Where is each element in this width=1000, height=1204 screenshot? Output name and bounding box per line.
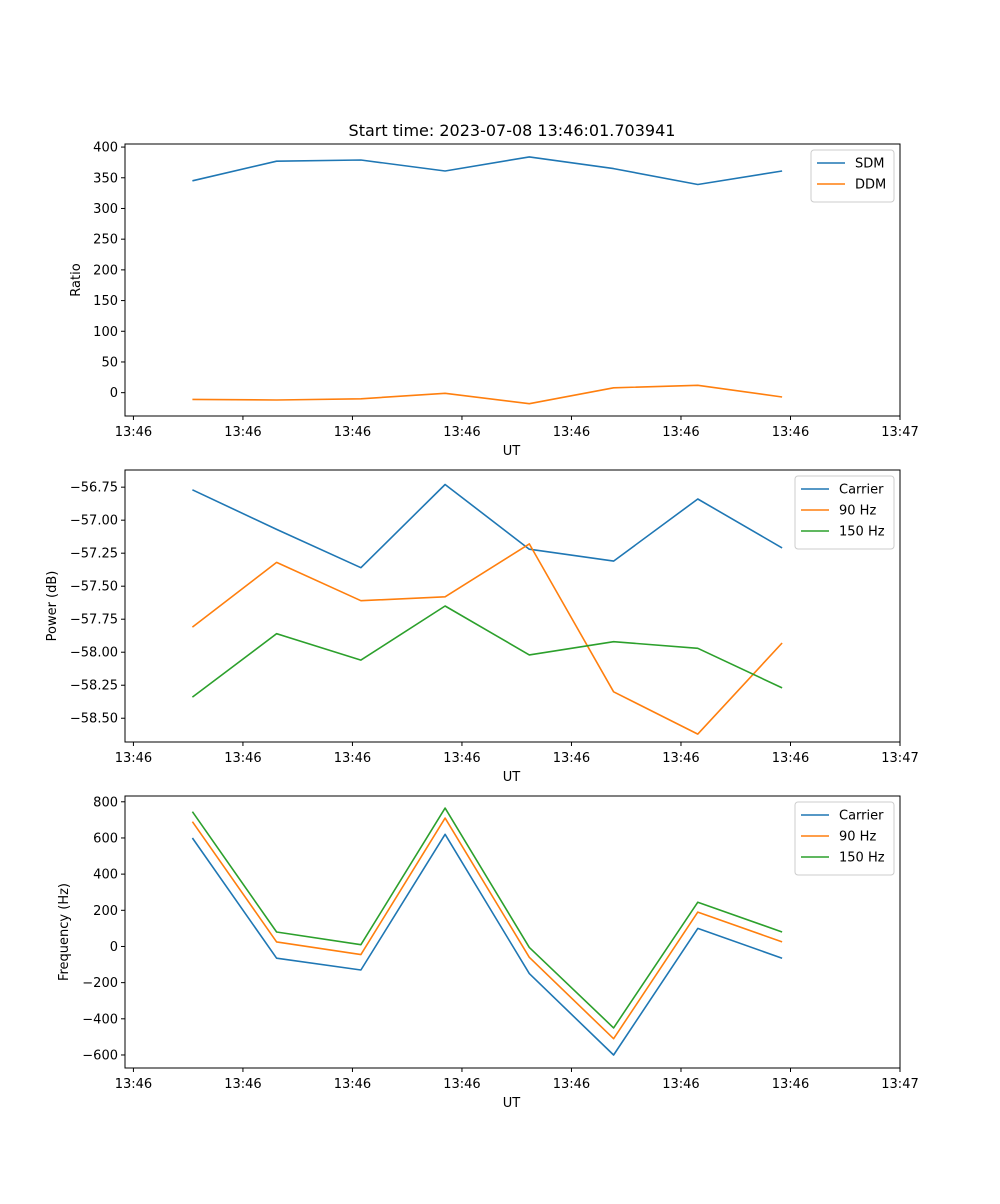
y-tick-label: −200: [82, 976, 118, 991]
y-tick-label: 350: [93, 171, 118, 186]
x-tick-label: 13:46: [662, 425, 699, 440]
x-tick-label: 13:46: [443, 751, 480, 766]
y-tick-label: 400: [93, 868, 118, 883]
series-line-carrier: [192, 483, 783, 569]
x-tick-label: 13:46: [553, 425, 590, 440]
x-axis-label: UT: [503, 1096, 521, 1111]
legend-label: 90 Hz: [839, 504, 876, 519]
x-tick-label: 13:46: [334, 751, 371, 766]
y-tick-label: −58.00: [70, 646, 118, 661]
x-tick-label: 13:46: [443, 1077, 480, 1092]
x-tick-label: 13:46: [115, 751, 152, 766]
series-line-sdm: [192, 156, 783, 186]
y-tick-label: 200: [93, 904, 118, 919]
plot-frame: [124, 469, 901, 743]
y-tick-label: −57.50: [70, 580, 118, 595]
y-tick-label: −58.50: [70, 712, 118, 727]
y-tick-label: 400: [93, 141, 118, 156]
x-tick-label: 13:46: [772, 751, 809, 766]
plot-frame: [124, 795, 901, 1069]
y-tick-label: 250: [93, 233, 118, 248]
legend-label: 150 Hz: [839, 525, 885, 540]
y-axis-label: Frequency (Hz): [57, 883, 72, 981]
x-axis-label: UT: [503, 444, 521, 459]
series-line-90-hz: [191, 817, 783, 1040]
x-tick-label: 13:46: [662, 1077, 699, 1092]
x-tick-label: 13:46: [772, 1077, 809, 1092]
legend-label: SDM: [855, 157, 884, 172]
y-tick-label: 800: [93, 795, 118, 810]
x-tick-label: 13:46: [224, 1077, 261, 1092]
x-tick-label: 13:47: [881, 1077, 918, 1092]
legend-label: 150 Hz: [839, 851, 885, 866]
x-tick-label: 13:47: [881, 425, 918, 440]
series-line-90-hz: [191, 543, 783, 735]
x-tick-label: 13:46: [662, 751, 699, 766]
x-tick-label: 13:46: [224, 751, 261, 766]
y-tick-label: −58.25: [70, 679, 118, 694]
y-tick-label: 0: [110, 386, 118, 401]
chart-panel-3: −600 −400 −200 0 200 400 600 800 13:46 13:46 13:46…: [57, 795, 919, 1111]
y-axis-label: Ratio: [69, 263, 84, 296]
y-tick-label: −400: [82, 1012, 118, 1027]
panels: 0 50 100 150 200 250 300 350 400 13:46 13:46 13:46 1…: [45, 141, 919, 1111]
x-tick-label: 13:47: [881, 751, 918, 766]
legend: Carrier 90 Hz 150 Hz: [794, 475, 895, 550]
series-line-carrier: [191, 833, 783, 1056]
y-axis-label: Power (dB): [45, 571, 60, 642]
x-tick-label: 13:46: [224, 425, 261, 440]
x-axis-label: UT: [503, 770, 521, 785]
x-tick-label: 13:46: [334, 1077, 371, 1092]
series-line-150-hz: [191, 605, 783, 698]
y-tick-label: 150: [93, 294, 118, 309]
legend-label: Carrier: [839, 483, 884, 498]
legend: SDM DDM: [810, 149, 895, 203]
plot-frame: [124, 143, 901, 417]
x-tick-label: 13:46: [553, 751, 590, 766]
x-tick-label: 13:46: [334, 425, 371, 440]
x-tick-label: 13:46: [443, 425, 480, 440]
y-tick-label: 200: [93, 263, 118, 278]
legend-label: Carrier: [839, 809, 884, 824]
x-tick-label: 13:46: [115, 425, 152, 440]
y-tick-label: −56.75: [70, 481, 118, 496]
series-line-150-hz: [191, 807, 783, 1029]
legend-label: 90 Hz: [839, 830, 876, 845]
y-tick-label: 300: [93, 202, 118, 217]
y-tick-label: −57.00: [70, 514, 118, 529]
legend-label: DDM: [855, 178, 886, 193]
x-tick-label: 13:46: [553, 1077, 590, 1092]
y-tick-label: 600: [93, 831, 118, 846]
y-tick-label: −57.25: [70, 547, 118, 562]
legend: Carrier 90 Hz 150 Hz: [794, 801, 895, 876]
y-tick-label: −57.75: [70, 613, 118, 628]
y-tick-label: −600: [82, 1048, 118, 1063]
y-tick-label: 50: [101, 355, 118, 370]
y-tick-label: 0: [110, 940, 118, 955]
x-tick-label: 13:46: [772, 425, 809, 440]
y-tick-label: 100: [93, 325, 118, 340]
x-tick-label: 13:46: [115, 1077, 152, 1092]
chart-panel-2: −58.50 −58.25 −58.00 −57.75 −57.50 −57.25 −57.…: [45, 469, 919, 785]
series-line-ddm: [192, 384, 783, 405]
chart-panel-1: 0 50 100 150 200 250 300 350 400 13:46 13:46 13:46 1…: [69, 141, 919, 459]
figure-title: Start time: 2023-07-08 13:46:01.703941: [349, 121, 676, 140]
